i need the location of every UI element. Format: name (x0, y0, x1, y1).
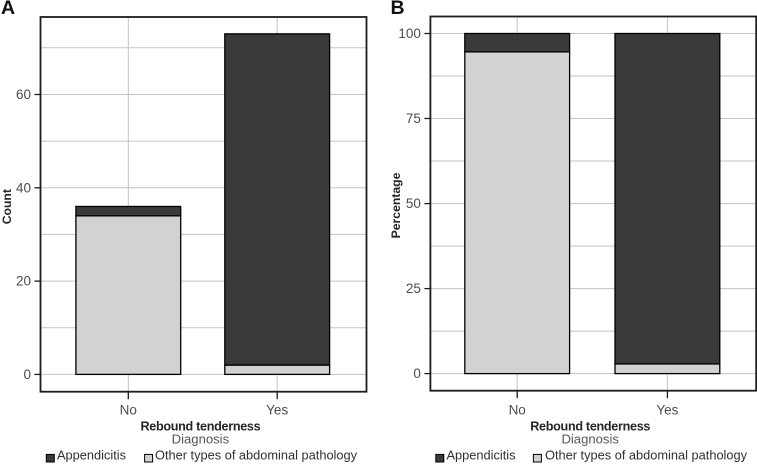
svg-text:Appendicitis: Appendicitis (447, 448, 516, 463)
svg-text:Yes: Yes (266, 403, 288, 418)
svg-text:A: A (1, 0, 15, 19)
svg-text:Rebound tenderness: Rebound tenderness (140, 420, 260, 434)
svg-text:40: 40 (16, 180, 31, 195)
svg-text:Diagnosis: Diagnosis (172, 432, 230, 447)
svg-text:60: 60 (16, 87, 31, 102)
svg-text:Count: Count (0, 189, 14, 224)
svg-text:100: 100 (398, 26, 421, 41)
svg-text:B: B (391, 0, 405, 19)
svg-text:Rebound tenderness: Rebound tenderness (530, 420, 650, 434)
svg-text:Other types of abdominal patho: Other types of abdominal pathology (545, 448, 748, 463)
svg-text:No: No (509, 403, 526, 418)
svg-text:No: No (120, 403, 137, 418)
svg-text:0: 0 (413, 366, 421, 381)
svg-text:Appendicitis: Appendicitis (57, 448, 126, 463)
svg-text:0: 0 (23, 367, 31, 382)
svg-text:Percentage: Percentage (389, 172, 403, 238)
svg-text:Diagnosis: Diagnosis (561, 432, 619, 447)
svg-text:25: 25 (406, 281, 421, 296)
svg-text:20: 20 (16, 274, 31, 289)
svg-text:Other types of abdominal patho: Other types of abdominal pathology (155, 448, 358, 463)
svg-text:75: 75 (406, 111, 421, 126)
svg-text:Yes: Yes (656, 403, 678, 418)
svg-text:50: 50 (406, 196, 421, 211)
